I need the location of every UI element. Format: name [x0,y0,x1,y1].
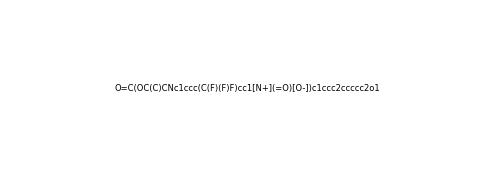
Text: O=C(OC(C)CNc1ccc(C(F)(F)F)cc1[N+](=O)[O-])c1ccc2ccccc2o1: O=C(OC(C)CNc1ccc(C(F)(F)F)cc1[N+](=O)[O-… [114,83,380,93]
